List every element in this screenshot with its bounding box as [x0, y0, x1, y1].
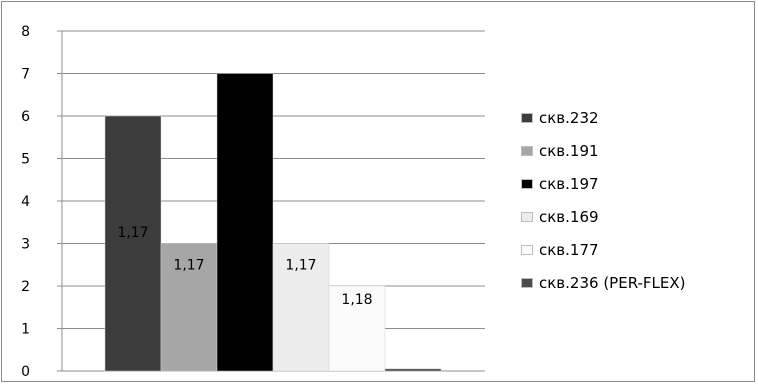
y-tick-label: 6	[21, 109, 30, 125]
legend-item: скв.236 (PER-FLEX)	[521, 273, 686, 293]
data-labels: 1,17 1,17 1,17 1,18	[117, 225, 372, 308]
y-axis: 0 1 2 3 4 5 6 7 8	[21, 24, 63, 380]
legend-label: скв.197	[539, 175, 599, 193]
y-tick-label: 7	[21, 67, 30, 83]
bar-4	[328, 285, 386, 372]
data-label-0: 1,17	[117, 225, 148, 241]
legend-swatch	[521, 113, 533, 123]
legend-swatch	[521, 245, 533, 255]
legend-item: скв.232	[521, 108, 599, 128]
legend-label: скв.236 (PER-FLEX)	[539, 274, 686, 292]
legend-label: скв.177	[539, 241, 599, 259]
y-tick-label: 8	[21, 24, 30, 40]
bar-0	[104, 115, 162, 372]
y-tick-label: 3	[21, 237, 30, 253]
y-tick-label: 0	[21, 364, 30, 380]
bar-3	[272, 243, 330, 372]
legend-label: скв.169	[539, 208, 599, 226]
bars	[104, 73, 442, 372]
y-tick-label: 4	[21, 194, 30, 210]
bar-2	[216, 73, 274, 372]
bar-1	[160, 243, 218, 372]
y-tick-label: 1	[21, 322, 30, 338]
bar-5	[384, 368, 442, 372]
legend-swatch	[521, 212, 533, 222]
legend-swatch	[521, 179, 533, 189]
legend-item: скв.177	[521, 240, 599, 260]
legend-swatch	[521, 146, 533, 156]
data-label-3: 1,17	[285, 258, 316, 274]
legend-swatch	[521, 278, 533, 288]
data-label-4: 1,18	[341, 292, 372, 308]
legend-item: скв.191	[521, 141, 599, 161]
y-tick-label: 2	[21, 279, 30, 295]
legend-label: скв.232	[539, 109, 599, 127]
y-tick-label: 5	[21, 152, 30, 168]
data-label-1: 1,17	[173, 258, 204, 274]
legend-label: скв.191	[539, 142, 599, 160]
legend-item: скв.169	[521, 207, 599, 227]
legend-item: скв.197	[521, 174, 599, 194]
